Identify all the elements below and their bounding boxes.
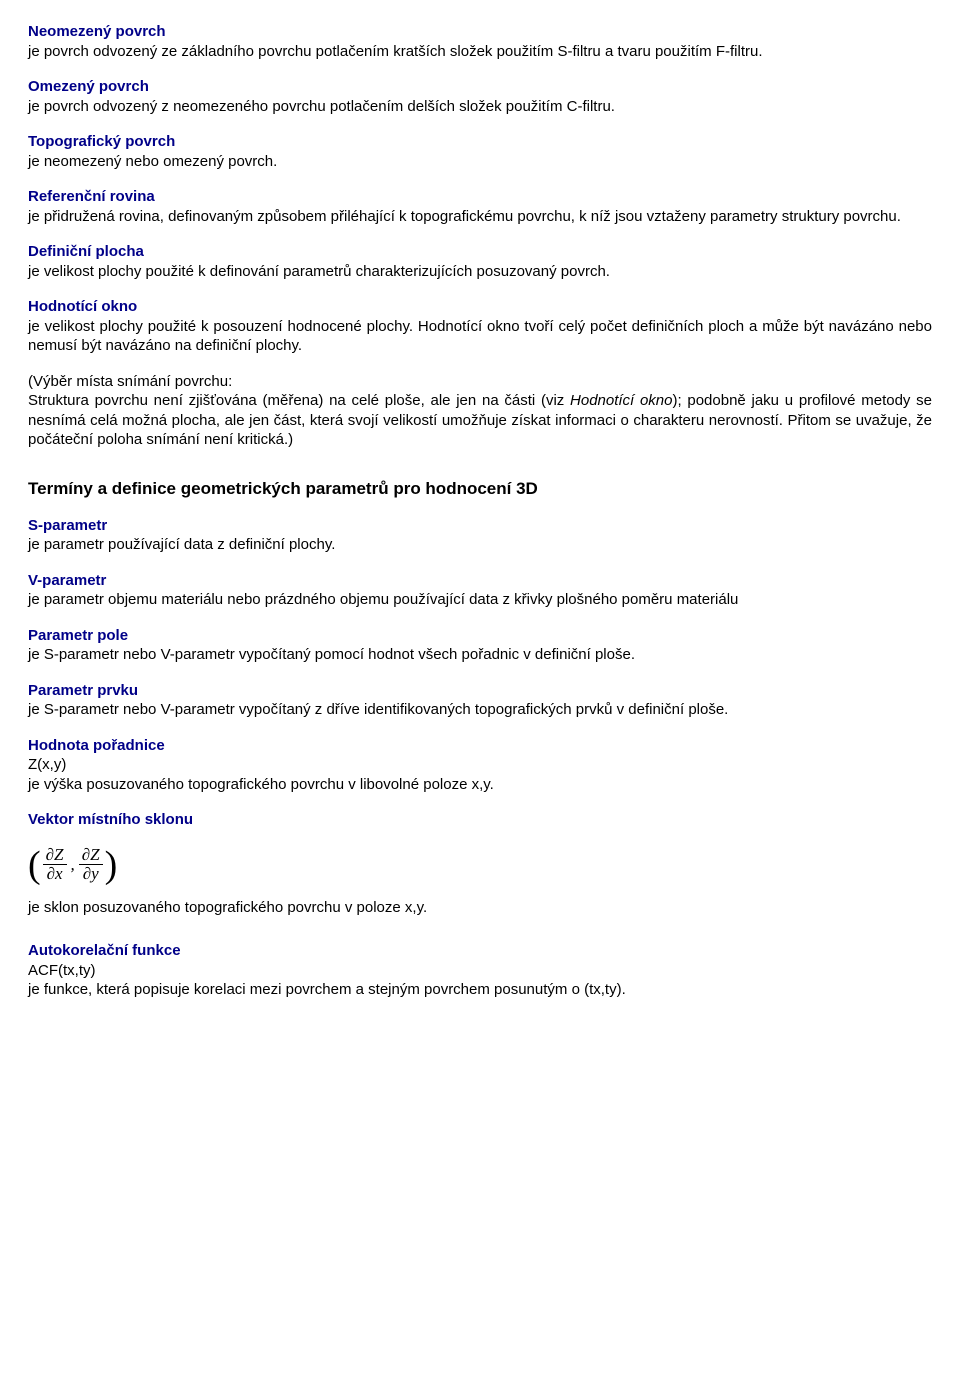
term-v-parametr: V-parametr — [28, 571, 932, 591]
ordinate-symbol: Z(x,y) — [28, 755, 932, 775]
note-block: (Výběr místa snímání povrchu: Struktura … — [28, 372, 932, 450]
definition-block: Hodnotící okno je velikost plochy použit… — [28, 297, 932, 356]
term-definicni-plocha: Definiční plocha — [28, 242, 932, 262]
definition-block: Neomezený povrch je povrch odvozený ze z… — [28, 22, 932, 61]
definition-text: je parametr používající data z definiční… — [28, 535, 932, 555]
definition-text: je S-parametr nebo V-parametr vypočítaný… — [28, 645, 932, 665]
definition-text: je velikost plochy použité k posouzení h… — [28, 317, 932, 356]
term-hodnotici-okno: Hodnotící okno — [28, 297, 932, 317]
definition-text: je S-parametr nebo V-parametr vypočítaný… — [28, 700, 932, 720]
definition-block: Parametr pole je S-parametr nebo V-param… — [28, 626, 932, 665]
definition-block: Hodnota pořadnice Z(x,y) je výška posuzo… — [28, 736, 932, 795]
formula-den2: ∂y — [79, 865, 103, 884]
definition-block: Topografický povrch je neomezený nebo om… — [28, 132, 932, 171]
definition-text: je funkce, která popisuje korelaci mezi … — [28, 980, 932, 1000]
note-line1: (Výběr místa snímání povrchu: — [28, 372, 932, 392]
definition-text: je parametr objemu materiálu nebo prázdn… — [28, 590, 932, 610]
definition-text: je povrch odvozený ze základního povrchu… — [28, 42, 932, 62]
definition-block: Referenční rovina je přidružená rovina, … — [28, 187, 932, 226]
definition-block: Vektor místního sklonu — [28, 810, 932, 830]
definition-block: Parametr prvku je S-parametr nebo V-para… — [28, 681, 932, 720]
term-referencni-rovina: Referenční rovina — [28, 187, 932, 207]
term-vektor-mistniho-sklonu: Vektor místního sklonu — [28, 810, 932, 830]
section-heading-3d: Termíny a definice geometrických paramet… — [28, 478, 932, 500]
definition-block: V-parametr je parametr objemu materiálu … — [28, 571, 932, 610]
definition-block: S-parametr je parametr používající data … — [28, 516, 932, 555]
term-omezeny-povrch: Omezený povrch — [28, 77, 932, 97]
formula-num1: ∂Z — [43, 846, 67, 866]
definition-text: je přidružená rovina, definovaným způsob… — [28, 207, 932, 227]
slope-text: je sklon posuzovaného topografického pov… — [28, 898, 932, 918]
definition-text: je výška posuzovaného topografického pov… — [28, 775, 932, 795]
acf-symbol: ACF(tx,ty) — [28, 961, 932, 981]
formula-num2: ∂Z — [79, 846, 103, 866]
term-neomezeny-povrch: Neomezený povrch — [28, 22, 932, 42]
term-parametr-pole: Parametr pole — [28, 626, 932, 646]
definition-text: je velikost plochy použité k definování … — [28, 262, 932, 282]
note-line2: Struktura povrchu není zjišťována (měřen… — [28, 391, 932, 450]
slope-formula: ( ∂Z ∂x , ∂Z ∂y ) — [28, 846, 932, 884]
definition-block: Autokorelační funkce ACF(tx,ty) je funkc… — [28, 941, 932, 1000]
definition-text: je neomezený nebo omezený povrch. — [28, 152, 932, 172]
definition-block: Omezený povrch je povrch odvozený z neom… — [28, 77, 932, 116]
term-autokorelacni-funkce: Autokorelační funkce — [28, 941, 932, 961]
definition-block: Definiční plocha je velikost plochy použ… — [28, 242, 932, 281]
formula-den1: ∂x — [43, 865, 67, 884]
term-hodnota-poradnice: Hodnota pořadnice — [28, 736, 932, 756]
term-parametr-prvku: Parametr prvku — [28, 681, 932, 701]
definition-text: je povrch odvozený z neomezeného povrchu… — [28, 97, 932, 117]
term-s-parametr: S-parametr — [28, 516, 932, 536]
term-topograficky-povrch: Topografický povrch — [28, 132, 932, 152]
